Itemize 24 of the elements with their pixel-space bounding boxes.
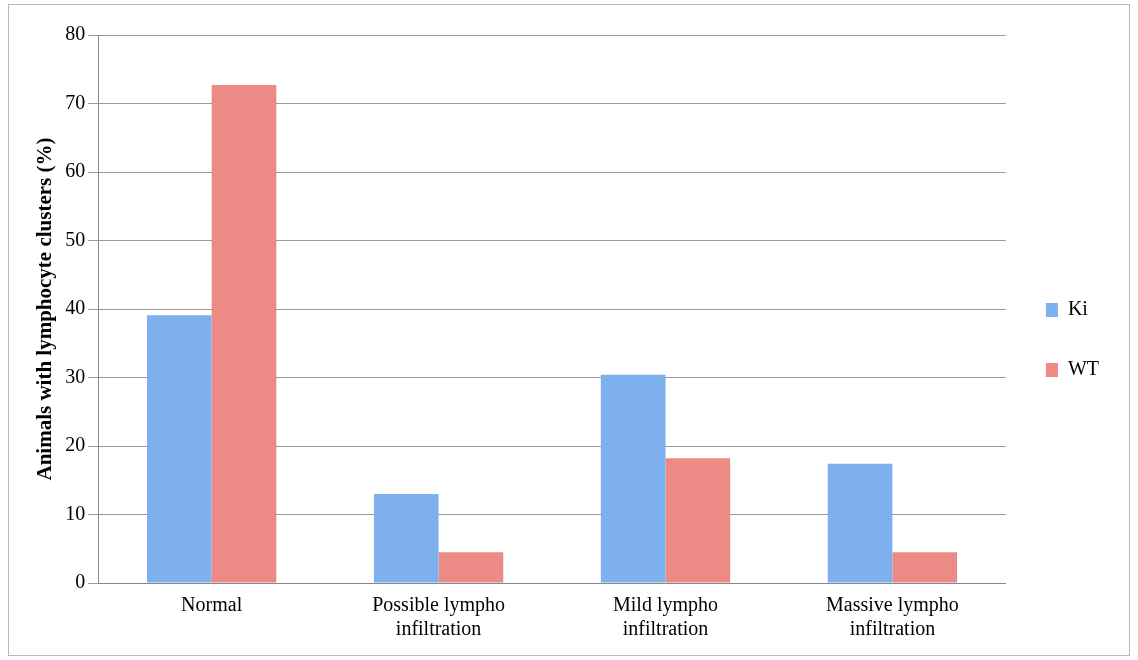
legend-label: Ki (1067, 297, 1089, 320)
x-tick-label: Normal (181, 593, 243, 616)
bar (827, 463, 893, 583)
y-tick-label: 80 (65, 22, 86, 45)
y-tick-label: 60 (65, 159, 86, 182)
bar (600, 374, 666, 583)
bar (665, 458, 731, 583)
x-tick-label: Mild lympho infiltration (613, 593, 719, 640)
y-tick-label: 40 (65, 296, 86, 319)
y-tick-label: 0 (75, 570, 86, 593)
y-tick-label: 10 (65, 501, 86, 524)
bar (211, 85, 277, 583)
y-tick-label: 20 (65, 433, 86, 456)
x-tick-label: Possible lympho infiltration (372, 593, 505, 640)
x-tick-label: Massive lympho infiltration (826, 593, 959, 640)
legend-label: WT (1067, 357, 1099, 380)
bar (373, 493, 439, 583)
y-tick-label: 30 (65, 364, 86, 387)
y-tick-label: 70 (65, 90, 86, 113)
y-tick-label: 50 (65, 227, 86, 250)
bar (146, 315, 212, 583)
bar (892, 552, 958, 583)
y-axis-title: Animals with lymphocyte clusters (%) (32, 137, 57, 481)
bar (438, 552, 504, 583)
